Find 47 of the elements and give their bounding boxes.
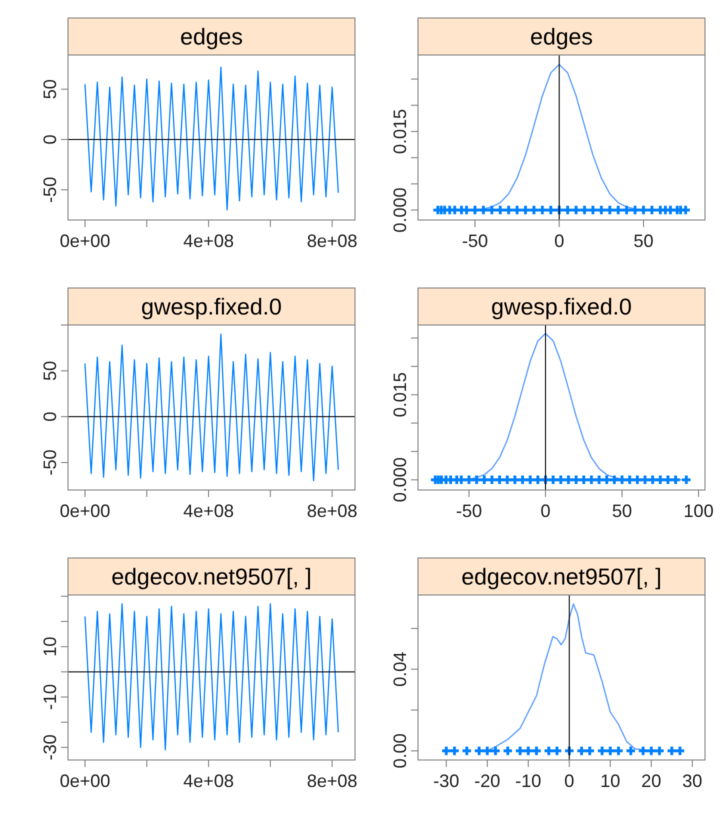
- chart-title: edges: [180, 24, 243, 50]
- x-tick-label: 4e+08: [183, 231, 234, 251]
- y-tick-label: 0.015: [390, 108, 410, 154]
- chart-title: gwesp.fixed.0: [141, 294, 282, 320]
- y-tick-label: -30: [40, 734, 60, 760]
- y-tick-label: 50: [40, 79, 60, 100]
- y-tick-label: -50: [40, 449, 60, 476]
- x-tick-label: 0: [564, 771, 574, 791]
- x-tick-label: 50: [633, 231, 654, 251]
- x-tick-label: -30: [433, 771, 460, 791]
- x-tick-label: 4e+08: [183, 501, 234, 521]
- x-tick-label: 0e+00: [60, 501, 110, 521]
- x-tick-label: -50: [456, 501, 482, 521]
- y-tick-label: 50: [40, 360, 60, 381]
- y-tick-label: 0.00: [390, 733, 410, 768]
- line-series: [84, 603, 339, 751]
- x-tick-label: 30: [682, 771, 702, 791]
- x-tick-label: 10: [600, 771, 620, 791]
- y-tick-label: 0.000: [390, 457, 410, 502]
- y-tick-label: 10: [40, 636, 60, 657]
- x-tick-label: 20: [641, 771, 662, 791]
- chart-title: gwesp.fixed.0: [491, 294, 632, 320]
- x-tick-label: 0: [554, 231, 564, 251]
- y-tick-label: -10: [40, 684, 60, 710]
- x-tick-label: 50: [612, 501, 632, 521]
- y-tick-label: -50: [40, 176, 60, 203]
- y-tick-label: 0.04: [390, 652, 410, 687]
- chart-title: edgecov.net9507[, ]: [461, 564, 662, 590]
- line-series: [84, 66, 339, 211]
- x-tick-label: -10: [515, 771, 542, 791]
- y-tick-label: 0: [40, 134, 60, 145]
- line-series: [84, 334, 339, 482]
- x-tick-label: 8e+08: [306, 231, 358, 251]
- x-tick-label: -50: [462, 231, 488, 251]
- chart-title: edgecov.net9507[, ]: [111, 564, 312, 590]
- x-tick-label: 0e+00: [60, 231, 110, 251]
- y-tick-label: 0.015: [390, 372, 410, 418]
- chart-title: edges: [530, 24, 593, 50]
- x-tick-label: 100: [684, 501, 714, 521]
- x-tick-label: -20: [474, 771, 500, 791]
- x-tick-label: 8e+08: [306, 501, 358, 521]
- x-tick-label: 4e+08: [183, 771, 234, 791]
- x-tick-label: 0e+00: [60, 771, 110, 791]
- y-tick-label: 0.000: [390, 188, 410, 233]
- x-tick-label: 0: [540, 501, 551, 521]
- y-tick-label: 0: [40, 412, 60, 422]
- x-tick-label: 8e+08: [306, 771, 358, 791]
